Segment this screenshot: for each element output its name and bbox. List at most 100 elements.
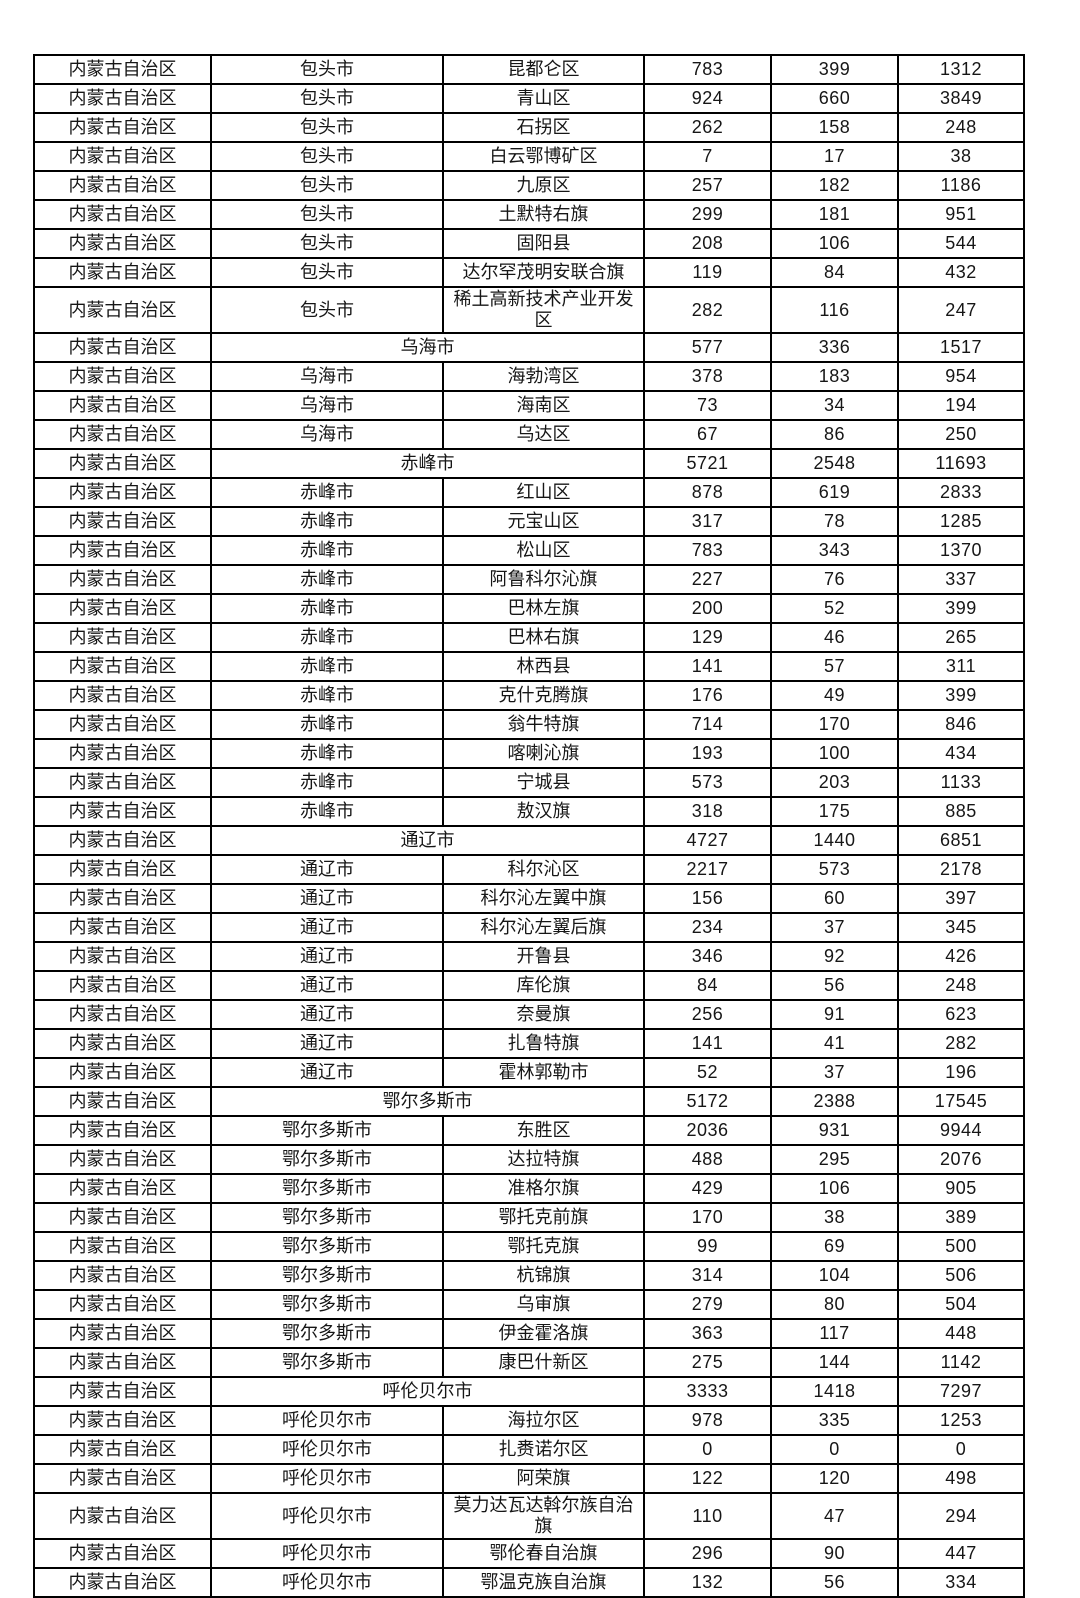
province-cell: 内蒙古自治区 — [33, 1463, 212, 1494]
city-total-cell: 通辽市 — [210, 825, 645, 856]
district-cell: 白云鄂博矿区 — [442, 141, 645, 172]
table-row: 内蒙古自治区 赤峰市 元宝山区 317 78 1285 — [33, 506, 1025, 537]
district-cell: 莫力达瓦达斡尔族自治旗 — [442, 1492, 645, 1540]
value-cell: 2833 — [897, 477, 1025, 508]
city-cell: 鄂尔多斯市 — [210, 1144, 444, 1175]
value-cell: 399 — [770, 54, 899, 85]
value-cell: 5721 — [643, 448, 772, 479]
value-cell: 504 — [897, 1289, 1025, 1320]
value-cell: 2548 — [770, 448, 899, 479]
province-cell: 内蒙古自治区 — [33, 112, 212, 143]
value-cell: 905 — [897, 1173, 1025, 1204]
district-cell: 九原区 — [442, 170, 645, 201]
value-cell: 399 — [897, 680, 1025, 711]
value-cell: 49 — [770, 680, 899, 711]
table-row: 内蒙古自治区 赤峰市 巴林右旗 129 46 265 — [33, 622, 1025, 653]
value-cell: 183 — [770, 361, 899, 392]
district-cell: 鄂托克前旗 — [442, 1202, 645, 1233]
city-cell: 包头市 — [210, 141, 444, 172]
value-cell: 120 — [770, 1463, 899, 1494]
table-row: 内蒙古自治区 赤峰市 敖汉旗 318 175 885 — [33, 796, 1025, 827]
value-cell: 924 — [643, 83, 772, 114]
value-cell: 279 — [643, 1289, 772, 1320]
district-cell: 松山区 — [442, 535, 645, 566]
city-cell: 包头市 — [210, 54, 444, 85]
table-row: 内蒙古自治区 赤峰市 阿鲁科尔沁旗 227 76 337 — [33, 564, 1025, 595]
value-cell: 99 — [643, 1231, 772, 1262]
table-row: 内蒙古自治区 通辽市 霍林郭勒市 52 37 196 — [33, 1057, 1025, 1088]
value-cell: 2076 — [897, 1144, 1025, 1175]
value-cell: 488 — [643, 1144, 772, 1175]
value-cell: 0 — [643, 1434, 772, 1465]
city-cell: 鄂尔多斯市 — [210, 1347, 444, 1378]
province-cell: 内蒙古自治区 — [33, 390, 212, 421]
table-row: 内蒙古自治区 鄂尔多斯市 鄂托克前旗 170 38 389 — [33, 1202, 1025, 1233]
value-cell: 262 — [643, 112, 772, 143]
province-cell: 内蒙古自治区 — [33, 999, 212, 1030]
value-cell: 346 — [643, 941, 772, 972]
value-cell: 122 — [643, 1463, 772, 1494]
district-cell: 喀喇沁旗 — [442, 738, 645, 769]
province-cell: 内蒙古自治区 — [33, 1434, 212, 1465]
value-cell: 92 — [770, 941, 899, 972]
value-cell: 432 — [897, 257, 1025, 288]
city-cell: 通辽市 — [210, 883, 444, 914]
district-cell: 红山区 — [442, 477, 645, 508]
table-row: 内蒙古自治区 乌海市 海南区 73 34 194 — [33, 390, 1025, 421]
table-row: 内蒙古自治区 赤峰市 5721 2548 11693 — [33, 448, 1025, 479]
value-cell: 117 — [770, 1318, 899, 1349]
value-cell: 378 — [643, 361, 772, 392]
district-cell: 石拐区 — [442, 112, 645, 143]
value-cell: 227 — [643, 564, 772, 595]
district-cell: 阿鲁科尔沁旗 — [442, 564, 645, 595]
province-cell: 内蒙古自治区 — [33, 535, 212, 566]
table-row: 内蒙古自治区 包头市 固阳县 208 106 544 — [33, 228, 1025, 259]
value-cell: 318 — [643, 796, 772, 827]
value-cell: 84 — [770, 257, 899, 288]
table-row: 内蒙古自治区 通辽市 科尔沁区 2217 573 2178 — [33, 854, 1025, 885]
value-cell: 257 — [643, 170, 772, 201]
table-row: 内蒙古自治区 呼伦贝尔市 鄂温克族自治旗 132 56 334 — [33, 1567, 1025, 1598]
district-cell: 准格尔旗 — [442, 1173, 645, 1204]
city-cell: 赤峰市 — [210, 477, 444, 508]
city-cell: 通辽市 — [210, 970, 444, 1001]
region-statistics-table: 内蒙古自治区 包头市 昆都仑区 783 399 1312 内蒙古自治区 包头市 青山区 924 66… — [33, 54, 1025, 1598]
value-cell: 0 — [897, 1434, 1025, 1465]
value-cell: 783 — [643, 535, 772, 566]
table-row: 内蒙古自治区 鄂尔多斯市 准格尔旗 429 106 905 — [33, 1173, 1025, 1204]
table-row: 内蒙古自治区 呼伦贝尔市 扎赉诺尔区 0 0 0 — [33, 1434, 1025, 1465]
province-cell: 内蒙古自治区 — [33, 593, 212, 624]
value-cell: 116 — [770, 286, 899, 334]
city-cell: 包头市 — [210, 170, 444, 201]
province-cell: 内蒙古自治区 — [33, 1538, 212, 1569]
city-cell: 赤峰市 — [210, 680, 444, 711]
value-cell: 660 — [770, 83, 899, 114]
table-row: 内蒙古自治区 鄂尔多斯市 康巴什新区 275 144 1142 — [33, 1347, 1025, 1378]
province-cell: 内蒙古自治区 — [33, 1231, 212, 1262]
province-cell: 内蒙古自治区 — [33, 709, 212, 740]
table-row: 内蒙古自治区 鄂尔多斯市 达拉特旗 488 295 2076 — [33, 1144, 1025, 1175]
value-cell: 91 — [770, 999, 899, 1030]
table-row: 内蒙古自治区 通辽市 扎鲁特旗 141 41 282 — [33, 1028, 1025, 1059]
value-cell: 1440 — [770, 825, 899, 856]
district-cell: 林西县 — [442, 651, 645, 682]
value-cell: 76 — [770, 564, 899, 595]
table-row: 内蒙古自治区 赤峰市 巴林左旗 200 52 399 — [33, 593, 1025, 624]
value-cell: 282 — [897, 1028, 1025, 1059]
table-row: 内蒙古自治区 通辽市 库伦旗 84 56 248 — [33, 970, 1025, 1001]
value-cell: 158 — [770, 112, 899, 143]
value-cell: 334 — [897, 1567, 1025, 1598]
value-cell: 1517 — [897, 332, 1025, 363]
value-cell: 7297 — [897, 1376, 1025, 1407]
value-cell: 38 — [897, 141, 1025, 172]
city-cell: 赤峰市 — [210, 709, 444, 740]
district-cell: 海勃湾区 — [442, 361, 645, 392]
value-cell: 275 — [643, 1347, 772, 1378]
province-cell: 内蒙古自治区 — [33, 680, 212, 711]
city-cell: 赤峰市 — [210, 593, 444, 624]
table-row: 内蒙古自治区 鄂尔多斯市 5172 2388 17545 — [33, 1086, 1025, 1117]
province-cell: 内蒙古自治区 — [33, 825, 212, 856]
value-cell: 78 — [770, 506, 899, 537]
value-cell: 343 — [770, 535, 899, 566]
table-row: 内蒙古自治区 包头市 白云鄂博矿区 7 17 38 — [33, 141, 1025, 172]
